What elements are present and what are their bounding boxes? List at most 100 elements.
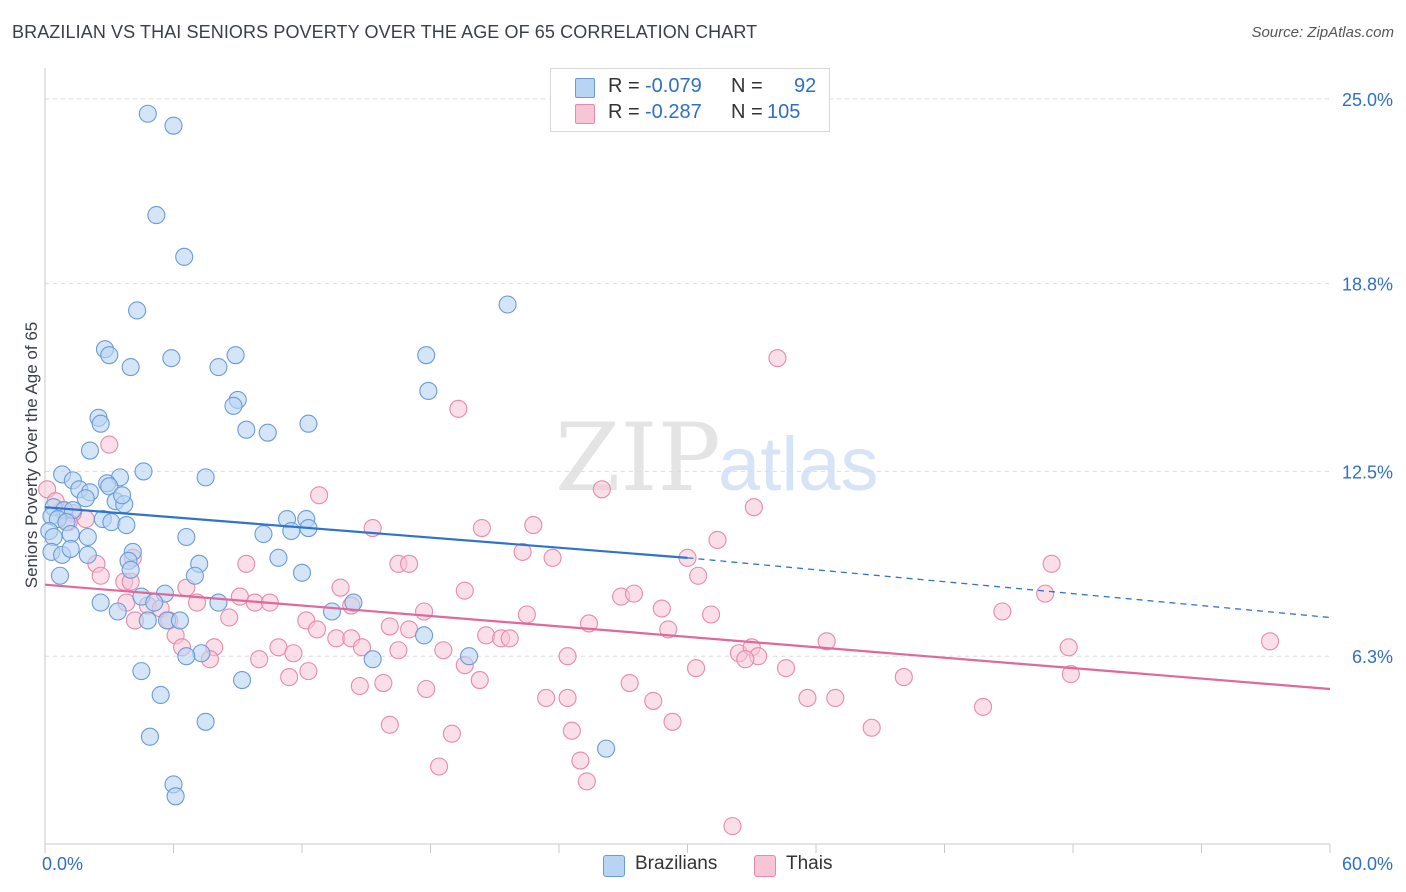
thais-swatch [754, 855, 776, 877]
y-axis-label: Seniors Poverty Over the Age of 65 [22, 322, 41, 588]
thais-point [237, 554, 256, 573]
thais-point [470, 671, 489, 690]
source-label: Source: ZipAtlas.com [1251, 24, 1394, 41]
brazilians-point [108, 602, 127, 621]
brazilians-point [117, 516, 136, 535]
thais-point [1260, 632, 1280, 651]
watermark: ZIP atlas [555, 404, 879, 513]
brazilians-point [299, 414, 318, 433]
thais-point [736, 650, 755, 669]
thais-point [331, 578, 350, 597]
brazilians-point [177, 647, 196, 666]
thais-point [1059, 638, 1078, 657]
brazilians-point [344, 593, 363, 612]
brazilians-point [138, 104, 157, 123]
brazilians-point [121, 358, 140, 377]
correlation-legend: R = -0.079 N = 92 R = -0.287 N = 105 [550, 68, 830, 132]
thais-point [524, 516, 543, 535]
thais-point [280, 668, 299, 687]
x-tick-label: 0.0% [42, 854, 83, 874]
thais-point [284, 644, 303, 663]
legend-r-value: -0.079 [645, 75, 702, 97]
series-legend: Brazilians Thais [0, 852, 1406, 878]
thais-point [430, 757, 449, 776]
thais-point [702, 605, 721, 624]
brazilians-point [162, 349, 181, 368]
thais-point [1061, 665, 1080, 684]
thais-point [400, 554, 419, 573]
brazilians-point [363, 650, 382, 669]
thais-point [517, 605, 536, 624]
thais-point [659, 620, 678, 639]
thais-point [417, 679, 436, 699]
chart-title: BRAZILIAN VS THAI SENIORS POVERTY OVER T… [12, 22, 758, 42]
brazilians-point [78, 527, 97, 547]
thais-point [415, 602, 434, 621]
brazilians-trend-line [44, 506, 688, 559]
y-tick-label: 18.8% [1342, 275, 1393, 295]
brazilians-point [196, 712, 215, 731]
brazilians-point [459, 647, 479, 666]
thais-point [307, 620, 327, 639]
thais-point [250, 650, 269, 669]
thais-point [776, 659, 796, 678]
y-tick-label: 25.0% [1342, 90, 1393, 110]
brazilians-point [177, 527, 196, 547]
brazilians-points [40, 104, 616, 806]
brazilians-point [597, 739, 616, 758]
brazilians-point [61, 539, 80, 558]
brazilians-point [91, 593, 110, 612]
thais-point [687, 659, 706, 678]
thais-point [862, 718, 881, 737]
watermark-atlas: atlas [718, 422, 879, 507]
brazilians-point [44, 527, 63, 547]
brazilians-point [170, 611, 189, 630]
axes [44, 68, 1331, 853]
brazilians-point [100, 477, 119, 496]
thais-point [449, 399, 468, 418]
y-tick-label: 6.3% [1352, 647, 1393, 667]
thais-point [500, 629, 519, 648]
brazilians-point [164, 116, 183, 135]
brazilians-point [100, 346, 119, 365]
brazilians-trend-extension [687, 557, 1331, 619]
legend-n-label: N = [731, 101, 769, 123]
thais-point [1042, 554, 1061, 573]
legend-n-value: 92 [794, 75, 817, 97]
brazilians-point [192, 644, 211, 663]
thais-point [513, 542, 532, 561]
thais-point [299, 662, 318, 681]
thais-point [558, 647, 577, 666]
brazilians-point [140, 727, 159, 746]
thais-swatch [575, 104, 595, 124]
brazilians-point [147, 206, 166, 225]
tick-labels: 6.3% 12.5% 18.8% 25.0% 0.0% 60.0% [42, 90, 1393, 874]
legend-r-label: R = [608, 101, 646, 123]
thais-point [434, 641, 453, 660]
brazilians-point [232, 671, 252, 690]
brazilians-point [134, 462, 153, 481]
thais-point [708, 530, 727, 550]
thais-point [455, 581, 474, 600]
watermark-zip: ZIP [555, 404, 721, 513]
legend-n-value: 105 [767, 101, 801, 123]
brazilians-point [80, 441, 100, 460]
legend-label-brazilians: Brazilians [635, 853, 718, 874]
thais-trend-line [44, 583, 1331, 691]
thais-point [577, 772, 596, 791]
thais-point [744, 498, 763, 517]
brazilians-point [91, 414, 110, 433]
thais-point [1036, 584, 1055, 603]
brazilians-point [269, 548, 288, 567]
thais-point [624, 584, 644, 603]
brazilians-point [292, 563, 312, 582]
brazilians-point [224, 396, 243, 415]
thais-point [768, 349, 787, 368]
brazilians-point [102, 513, 121, 532]
brazilians-point [209, 593, 228, 612]
brazilians-point [185, 566, 204, 585]
brazilians-point [128, 301, 147, 320]
brazilians-point [113, 486, 132, 505]
thais-point [817, 632, 836, 651]
thais-point [350, 676, 369, 696]
